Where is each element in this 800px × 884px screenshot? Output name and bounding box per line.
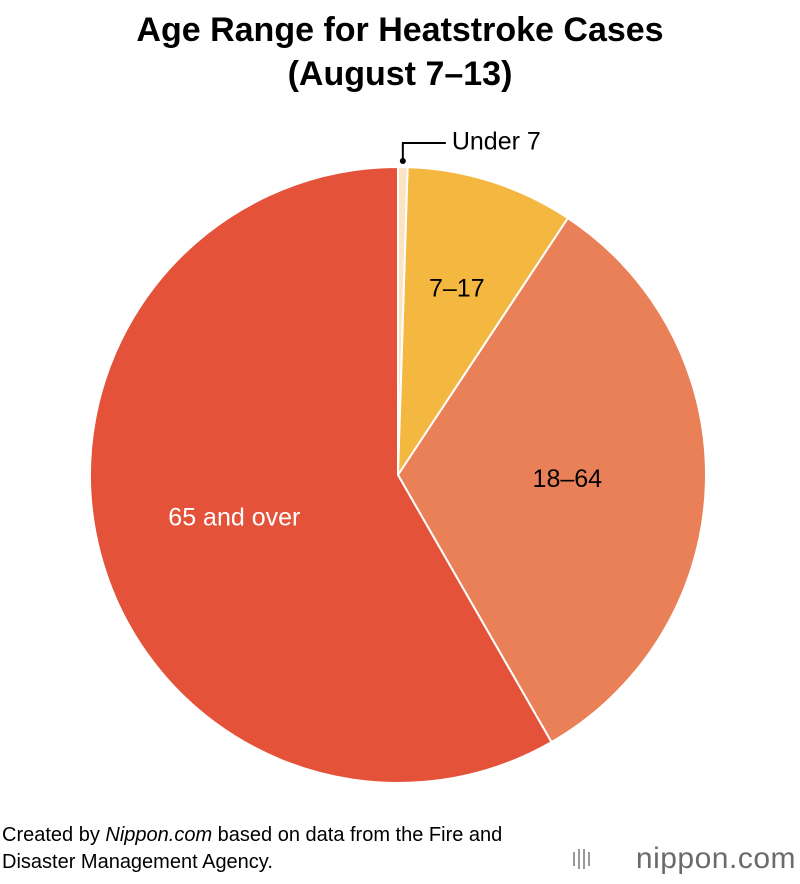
source-site: Nippon.com bbox=[105, 824, 213, 846]
logo: nippon.com bbox=[635, 842, 796, 875]
pie-slice bbox=[89, 165, 553, 784]
pie-slice bbox=[396, 166, 570, 479]
source-text: Created by bbox=[2, 824, 106, 846]
pie-slice bbox=[396, 216, 707, 744]
slice-label: 18–64 bbox=[533, 465, 603, 493]
leader-line bbox=[401, 142, 446, 162]
slice-label: Under 7 bbox=[452, 128, 541, 156]
logo-icon bbox=[573, 849, 590, 869]
chart-title: Age Range for Heatstroke Cases (August 7… bbox=[136, 11, 664, 93]
source-note: Created by Nippon.com based on data from… bbox=[2, 822, 547, 876]
slice-label: 7–17 bbox=[429, 275, 485, 303]
slice-label: 65 and over bbox=[168, 503, 300, 531]
source-text: based on data from the Fire and Disaster… bbox=[2, 824, 503, 873]
